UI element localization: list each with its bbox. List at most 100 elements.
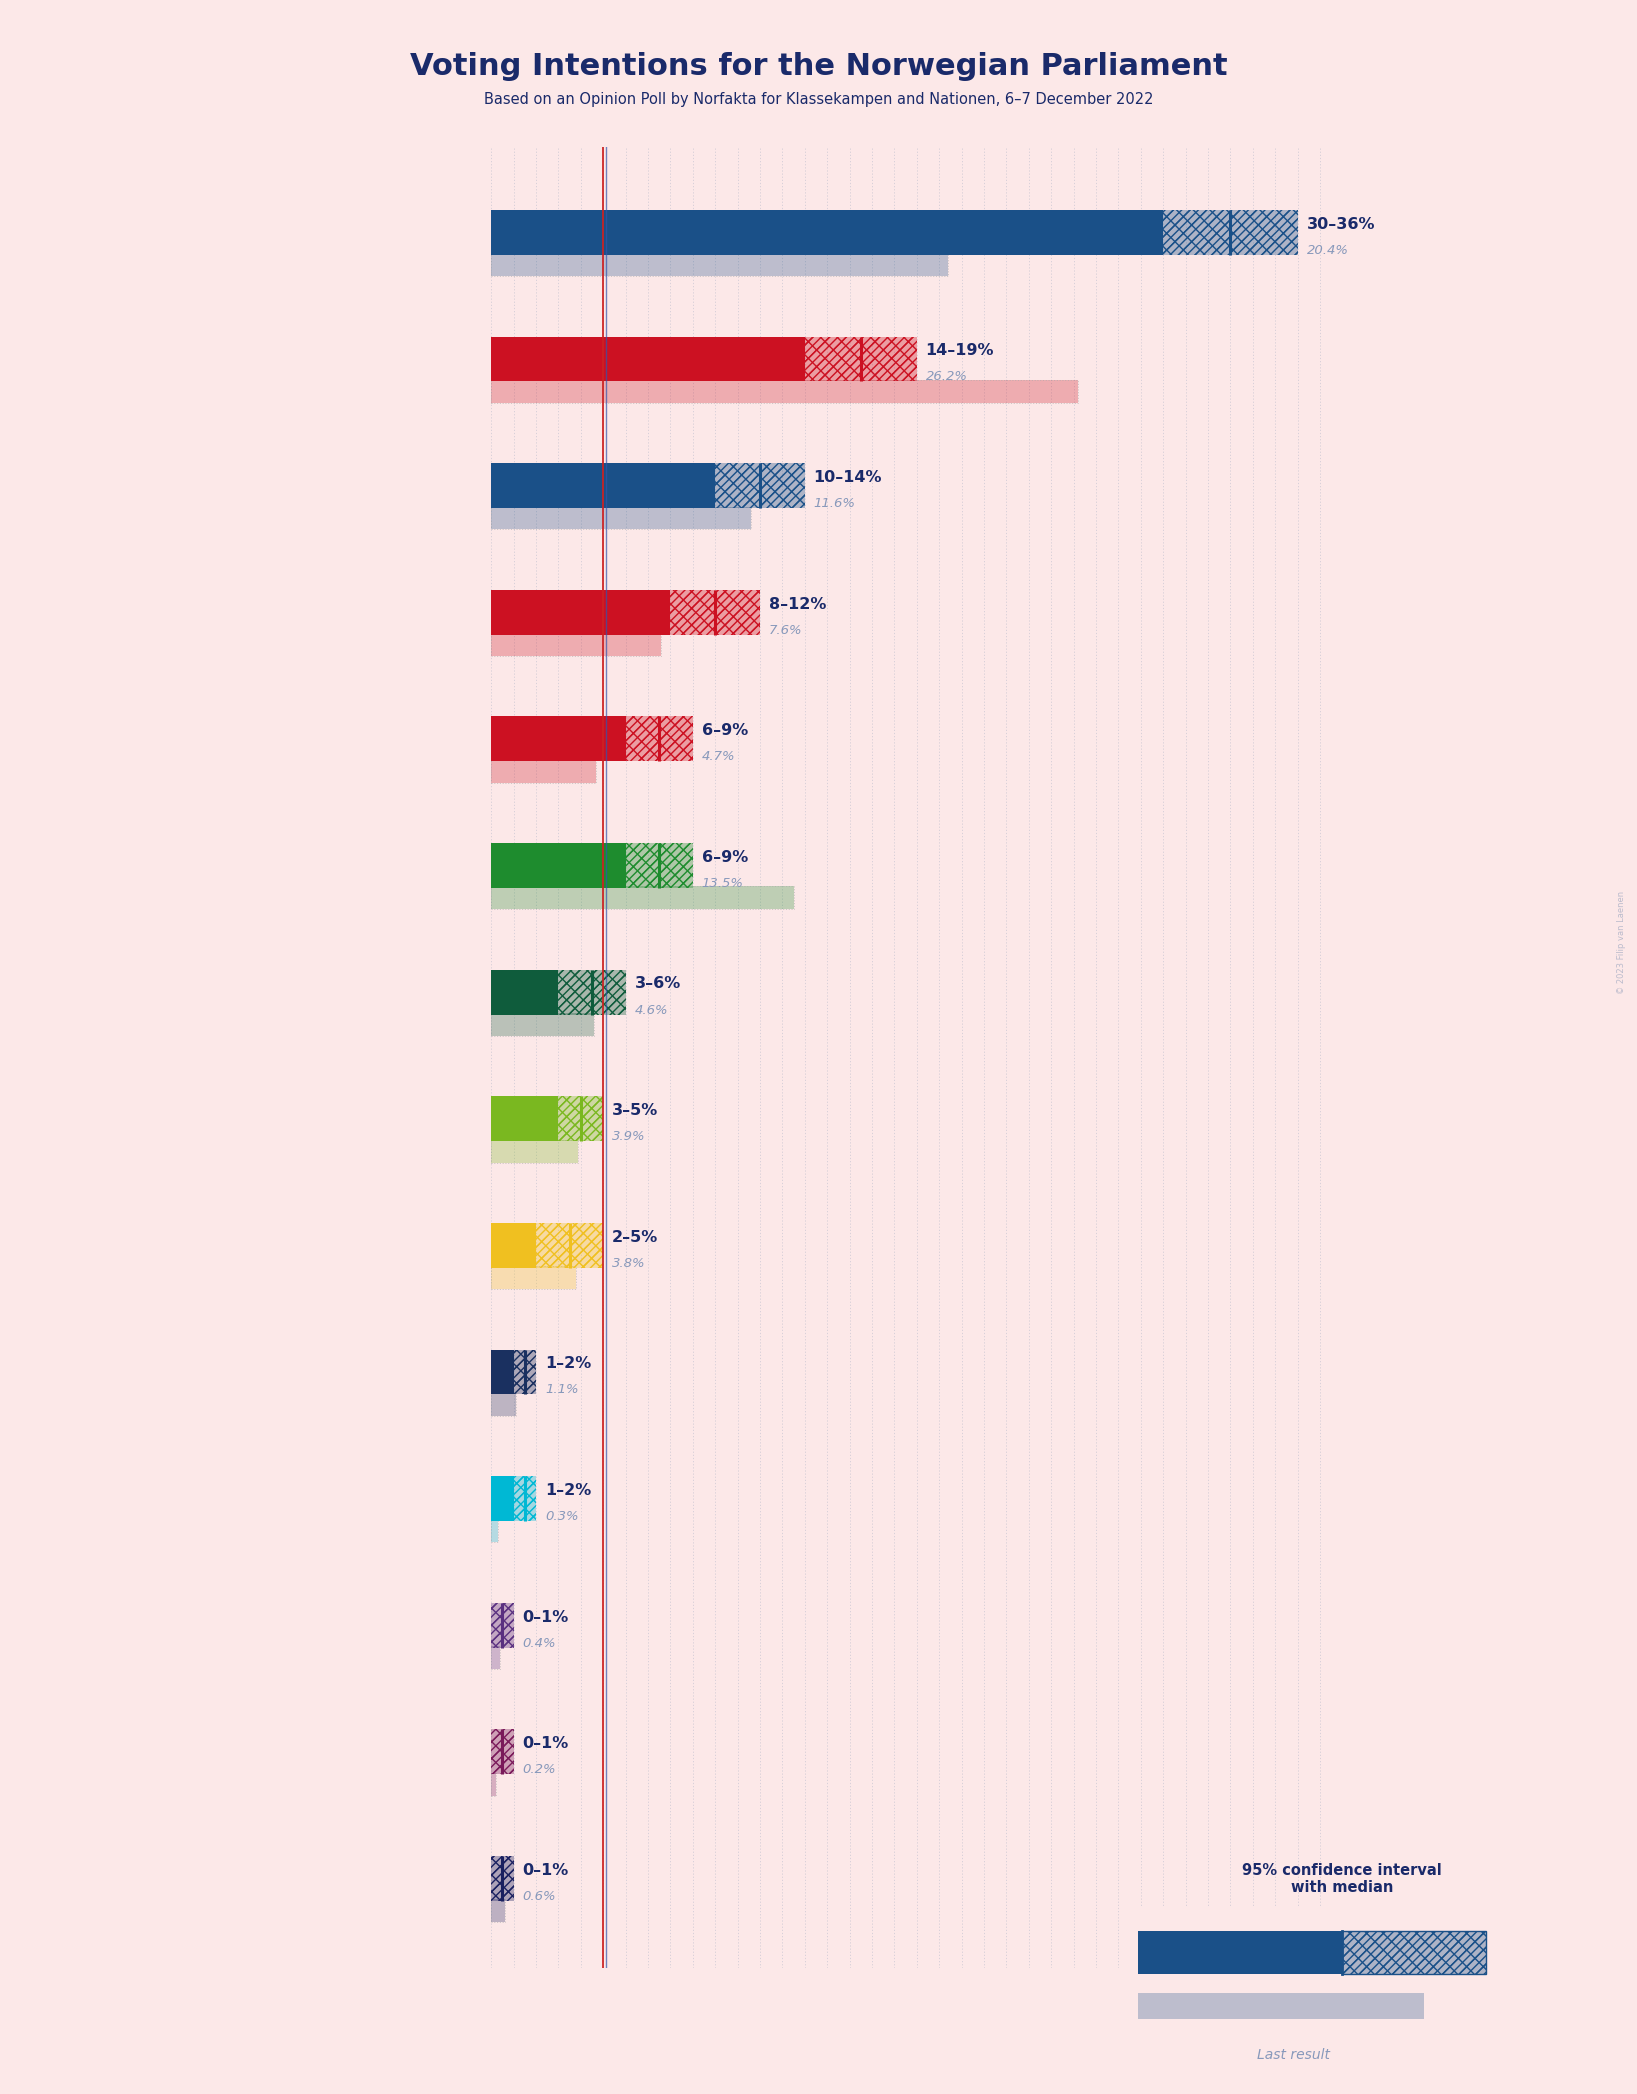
Text: Last result: Last result [1257,2048,1329,2063]
Bar [491,1855,514,1901]
Bar [514,1476,535,1520]
Bar [514,1349,535,1395]
Bar [1164,209,1298,255]
Bar [491,886,794,909]
Bar [670,591,760,634]
Text: 20.4%: 20.4% [1306,243,1349,258]
Bar [491,1855,514,1901]
Bar [491,1602,514,1648]
Bar [491,1520,498,1543]
Bar [491,1097,558,1141]
Bar [670,591,760,634]
Bar [558,1097,602,1141]
Bar [514,1476,535,1520]
Bar [1342,1931,1486,1975]
Bar [558,1097,602,1141]
Bar [491,1013,594,1037]
Bar [491,760,596,783]
Bar [491,1646,499,1669]
Bar [491,760,596,783]
Bar [1164,209,1298,255]
Bar [625,716,692,762]
Text: 0–1%: 0–1% [522,1864,568,1878]
Text: 3–5%: 3–5% [612,1104,658,1118]
Bar [491,1267,576,1290]
Bar [491,1730,514,1774]
Text: 1.1%: 1.1% [545,1384,578,1397]
Text: 6–9%: 6–9% [702,850,748,865]
Bar [491,1730,514,1774]
Bar [625,716,692,762]
Bar [491,1393,516,1416]
Bar [491,1730,514,1774]
Text: Based on an Opinion Poll by Norfakta for Klassekampen and Nationen, 6–7 December: Based on an Opinion Poll by Norfakta for… [485,92,1152,107]
Text: 11.6%: 11.6% [814,496,856,511]
Bar [558,970,625,1016]
Text: 0.4%: 0.4% [522,1638,557,1650]
Bar [805,337,917,381]
Bar [558,970,625,1016]
Bar [625,844,692,888]
Bar [715,463,805,509]
Bar [1138,1931,1342,1975]
Bar [535,1223,602,1267]
Bar [491,507,751,530]
Text: 3.8%: 3.8% [612,1256,645,1269]
Bar [1164,209,1298,255]
Bar [491,1899,504,1922]
Bar [491,1602,514,1648]
Bar [491,463,715,509]
Bar [625,716,692,762]
Bar [491,1139,578,1162]
Bar [670,591,760,634]
Text: 4.6%: 4.6% [635,1003,668,1016]
Bar [491,1774,496,1797]
Bar [535,1223,602,1267]
Bar [491,1520,498,1543]
Bar [491,844,625,888]
Text: 4.7%: 4.7% [702,750,735,764]
Bar [491,1139,578,1162]
Text: 0–1%: 0–1% [522,1610,568,1625]
Bar [491,379,1079,402]
Text: 7.6%: 7.6% [769,624,802,637]
Bar [535,1223,602,1267]
Bar [491,1349,514,1395]
Text: 10–14%: 10–14% [814,469,882,486]
Bar [514,1476,535,1520]
Bar [1342,1931,1486,1975]
Bar [491,970,558,1016]
Bar [715,463,805,509]
Bar [625,844,692,888]
Text: 0.3%: 0.3% [545,1510,578,1522]
Bar [805,337,917,381]
Bar [491,1855,514,1901]
Bar [625,844,692,888]
Bar [491,1013,594,1037]
Bar [491,1899,504,1922]
Text: 14–19%: 14–19% [925,343,994,358]
Text: 26.2%: 26.2% [925,371,967,383]
Text: 8–12%: 8–12% [769,597,827,611]
Bar [491,1393,516,1416]
Bar [491,1267,576,1290]
Bar [1342,1931,1486,1975]
Text: 0–1%: 0–1% [522,1736,568,1751]
Bar [491,253,948,276]
Text: 13.5%: 13.5% [702,877,743,890]
Text: 6–9%: 6–9% [702,722,748,739]
Bar [491,337,805,381]
Bar [491,716,625,762]
Text: 1–2%: 1–2% [545,1357,591,1372]
Bar [491,1476,514,1520]
Bar [514,1349,535,1395]
Bar [491,209,1164,255]
Bar [491,591,670,634]
Bar [491,1646,499,1669]
Text: 3.9%: 3.9% [612,1131,645,1143]
Bar [715,463,805,509]
Bar [491,886,794,909]
Text: 0.6%: 0.6% [522,1891,557,1903]
Bar [491,1223,535,1267]
Text: 95% confidence interval
with median: 95% confidence interval with median [1242,1864,1442,1895]
